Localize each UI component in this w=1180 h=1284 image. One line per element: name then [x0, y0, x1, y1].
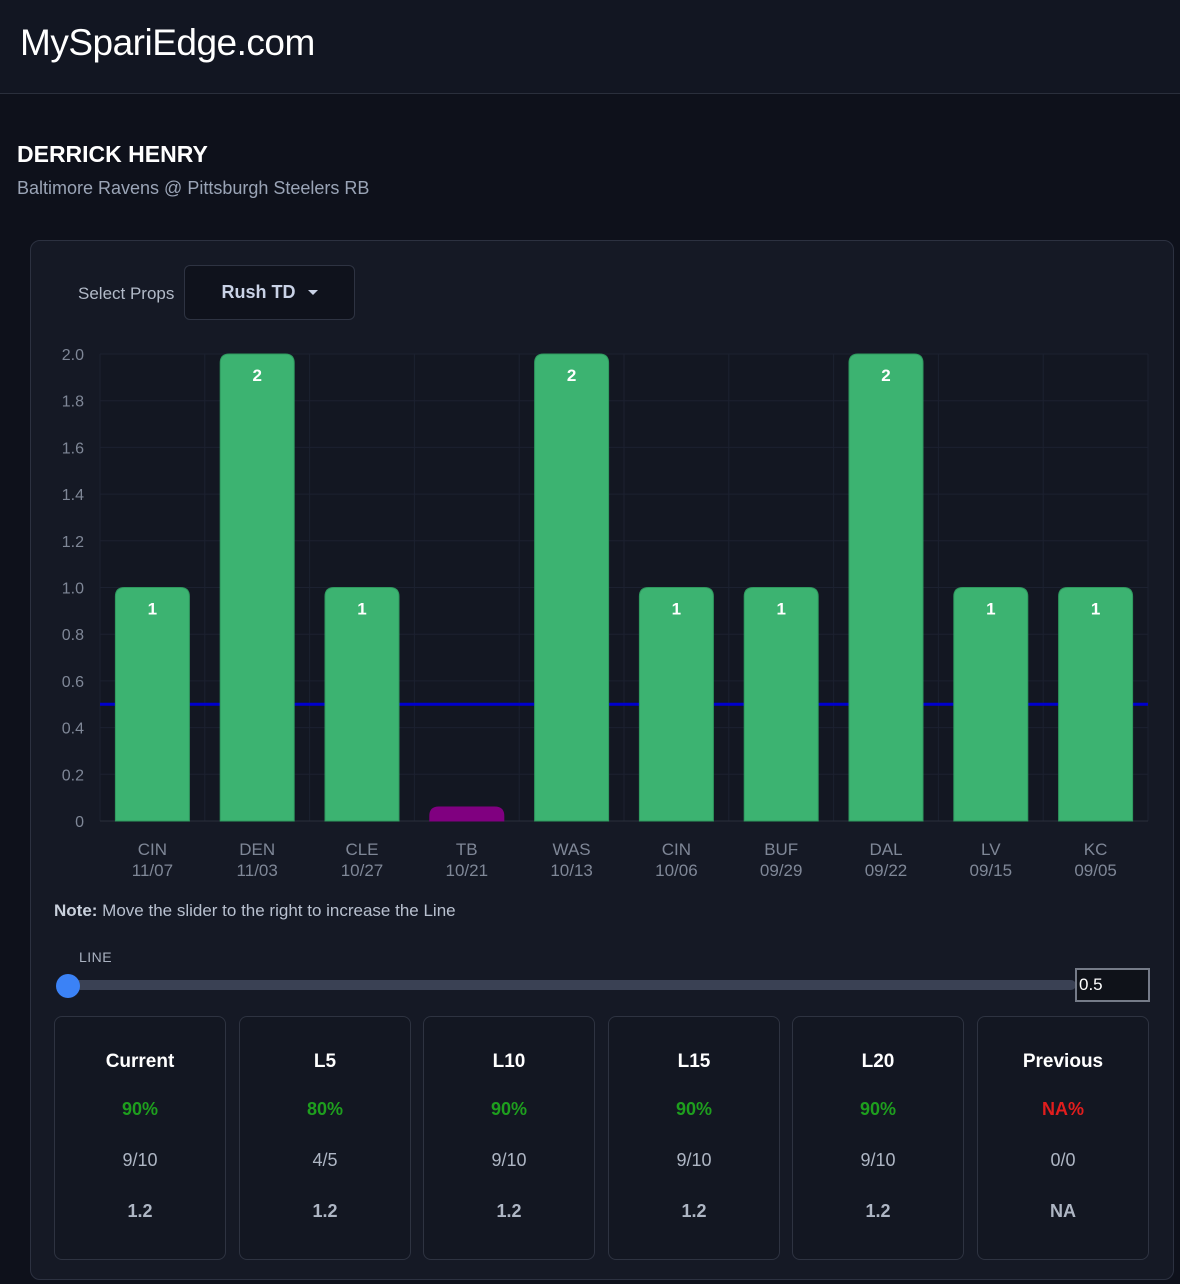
stat-hit-count: 9/10 — [860, 1150, 896, 1170]
x-tick-date: 10/27 — [341, 861, 384, 880]
bar — [848, 353, 924, 822]
stat-average: 1.2 — [312, 1201, 338, 1221]
game-log-chart: 0 0.2 0.4 0.6 0.8 1.0 1.2 1.4 1.6 1.8 2.0 CIN 11/07 D… — [62, 347, 1149, 880]
stat-average: 1.2 — [496, 1201, 522, 1221]
x-tick-team: CIN — [662, 840, 691, 859]
line-value-input[interactable] — [1075, 968, 1150, 1002]
note-text: Move the slider to the right to increase… — [97, 901, 456, 920]
line-slider-thumb[interactable] — [56, 974, 80, 998]
bar — [219, 353, 295, 822]
x-tick-date: 09/29 — [760, 861, 803, 880]
x-tick-team: BUF — [764, 840, 798, 859]
y-tick-label: 0 — [75, 814, 84, 831]
x-tick-team: DAL — [869, 840, 902, 859]
stat-title: L15 — [677, 1051, 711, 1072]
stat-hit-count: 0/0 — [1050, 1150, 1076, 1170]
bar — [429, 806, 505, 822]
y-tick-label: 0.8 — [62, 627, 84, 644]
stat-hit-count: 9/10 — [676, 1150, 712, 1170]
bar-value-label: 2 — [881, 366, 890, 385]
stat-average: NA — [1050, 1201, 1076, 1221]
stat-box-l15: L15 90% 9/10 1.2 — [608, 1016, 780, 1260]
bar — [1058, 587, 1134, 822]
stat-average: 1.2 — [865, 1201, 891, 1221]
stat-hit-rate: 90% — [675, 1099, 713, 1119]
bar-value-label: 1 — [986, 600, 995, 619]
bar — [743, 587, 819, 822]
bar-value-label: 1 — [672, 600, 681, 619]
top-navbar: MySpariEdge.com — [0, 0, 1180, 94]
stat-title: L5 — [313, 1051, 337, 1072]
bar — [114, 587, 190, 822]
stat-title: Previous — [1022, 1051, 1104, 1072]
x-tick-date: 09/05 — [1074, 861, 1117, 880]
bar — [324, 587, 400, 822]
stat-title: L20 — [861, 1051, 895, 1072]
bar-value-label: 1 — [1091, 600, 1100, 619]
stat-hit-rate: 90% — [490, 1099, 528, 1119]
line-slider-track[interactable] — [58, 980, 1076, 990]
stat-title: Current — [105, 1051, 175, 1072]
stat-hit-rate: 90% — [121, 1099, 159, 1119]
y-tick-label: 1.4 — [62, 487, 84, 504]
note-bold: Note: — [54, 901, 98, 920]
bar-value-label: 1 — [357, 600, 366, 619]
x-tick-team: CIN — [138, 840, 167, 859]
bar — [638, 587, 714, 822]
stat-box-l10: L10 90% 9/10 1.2 — [423, 1016, 595, 1260]
caret-down-icon — [307, 290, 318, 295]
x-tick-team: LV — [981, 840, 1001, 859]
stat-box-l5: L5 80% 4/5 1.2 — [239, 1016, 411, 1260]
bar-value-label: 2 — [567, 366, 576, 385]
y-tick-label: 0.2 — [62, 767, 84, 784]
y-tick-label: 1.8 — [62, 394, 84, 411]
stat-hit-count: 9/10 — [122, 1150, 158, 1170]
player-matchup: Baltimore Ravens @ Pittsburgh Steelers R… — [17, 178, 370, 198]
player-name: DERRICK HENRY — [17, 141, 208, 167]
stat-hit-rate: 90% — [859, 1099, 897, 1119]
stat-average: 1.2 — [681, 1201, 707, 1221]
y-tick-label: 1.6 — [62, 440, 84, 457]
slider-note: Note: Move the slider to the right to in… — [54, 901, 456, 921]
stat-box-previous: Previous NA% 0/0 NA — [977, 1016, 1149, 1260]
x-tick-date: 11/07 — [132, 861, 173, 880]
stat-average: 1.2 — [127, 1201, 153, 1221]
bar-value-label: 1 — [776, 600, 785, 619]
y-tick-label: 0.6 — [62, 674, 84, 691]
props-dropdown[interactable]: Rush TD — [184, 265, 355, 320]
y-tick-label: 0.4 — [62, 721, 84, 738]
stat-hit-rate: NA% — [1041, 1099, 1084, 1119]
props-label: Select Props — [78, 284, 175, 303]
bar-value-label: 1 — [148, 600, 157, 619]
stat-title: L10 — [492, 1051, 526, 1072]
x-tick-team: WAS — [553, 840, 591, 859]
stat-hit-rate: 80% — [306, 1099, 344, 1119]
x-tick-date: 11/03 — [237, 861, 278, 880]
bar-value-label: 2 — [252, 366, 261, 385]
bar — [534, 353, 610, 822]
stat-hit-count: 9/10 — [491, 1150, 527, 1170]
y-tick-label: 1.0 — [62, 581, 84, 598]
stat-box-current: Current 90% 9/10 1.2 — [54, 1016, 226, 1260]
x-tick-date: 10/13 — [550, 861, 593, 880]
x-tick-team: KC — [1084, 840, 1108, 859]
x-tick-team: TB — [456, 840, 478, 859]
stat-hit-count: 4/5 — [312, 1150, 338, 1170]
y-tick-label: 1.2 — [62, 534, 84, 551]
x-tick-date: 10/06 — [655, 861, 698, 880]
stat-box-l20: L20 90% 9/10 1.2 — [792, 1016, 964, 1260]
line-label: LINE — [79, 949, 113, 965]
x-tick-date: 09/22 — [865, 861, 908, 880]
x-tick-team: DEN — [239, 840, 275, 859]
site-logo[interactable]: MySpariEdge.com — [20, 22, 315, 63]
bar — [953, 587, 1029, 822]
x-tick-date: 09/15 — [970, 861, 1013, 880]
x-tick-date: 10/21 — [446, 861, 489, 880]
props-selected-value: Rush TD — [221, 282, 296, 302]
x-tick-team: CLE — [345, 840, 378, 859]
y-tick-label: 2.0 — [62, 347, 84, 364]
